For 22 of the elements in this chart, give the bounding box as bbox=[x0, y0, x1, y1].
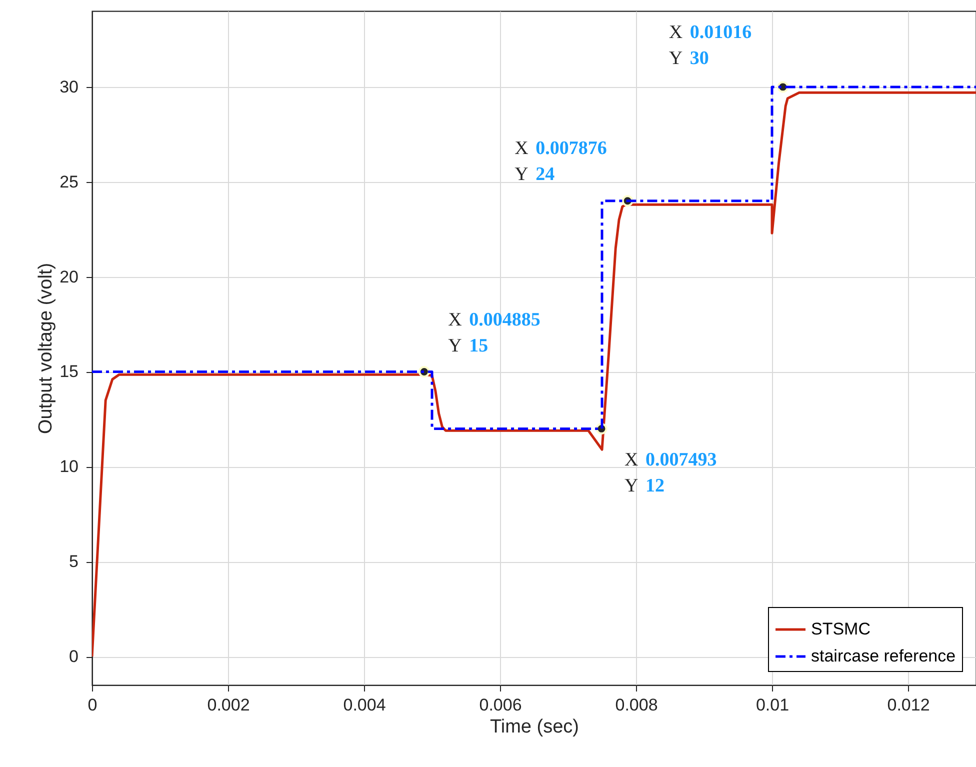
annotation: X 0.007493 Y 12 bbox=[624, 450, 717, 497]
y-tick-label: 25 bbox=[60, 172, 78, 192]
y-tick-label: 15 bbox=[60, 362, 78, 382]
annotation: X 0.01016 Y 30 bbox=[668, 22, 752, 69]
y-tick-label: 20 bbox=[60, 267, 78, 286]
x-tick-label: 0.01 bbox=[756, 696, 790, 714]
y-tick-label: 5 bbox=[69, 552, 78, 572]
y-tick-label: 0 bbox=[69, 647, 78, 666]
x-axis-title: Time (sec) bbox=[490, 716, 580, 738]
x-tick-label: 0 bbox=[88, 696, 98, 714]
legend-label: STSMC bbox=[811, 620, 870, 638]
annotation: X 0.007876 Y 24 bbox=[514, 138, 607, 185]
x-tick-label: 0.008 bbox=[615, 696, 658, 714]
x-tick-label: 0.006 bbox=[479, 696, 522, 714]
y-tick-label: 10 bbox=[60, 457, 78, 476]
annotation: X 0.004885 Y 15 bbox=[448, 310, 540, 357]
x-tick-label: 0.004 bbox=[343, 696, 386, 714]
y-tick-label: 30 bbox=[60, 77, 78, 96]
legend-label: staircase reference bbox=[811, 646, 956, 666]
x-tick-label: 0.002 bbox=[207, 696, 250, 714]
y-axis-title: Output voltage (volt) bbox=[36, 262, 57, 434]
x-tick-label: 0.012 bbox=[887, 696, 930, 714]
